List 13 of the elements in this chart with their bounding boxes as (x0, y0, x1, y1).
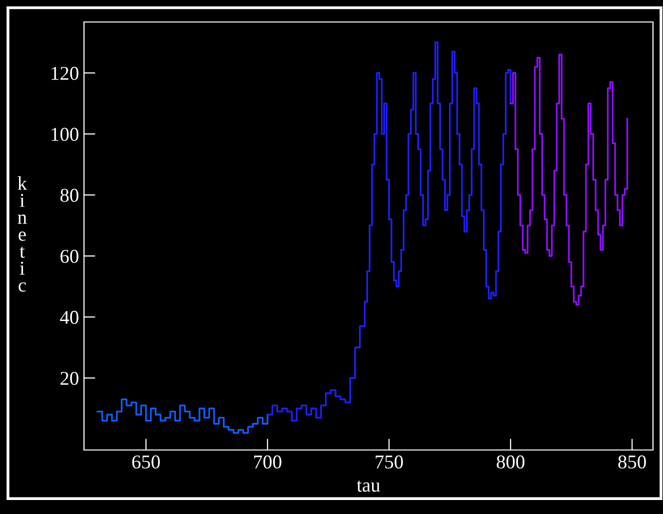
y-tick-label: 100 (52, 128, 78, 141)
y-tick-label: 80 (60, 188, 78, 202)
x-tick-label: 700 (254, 455, 282, 469)
x-axis-title: tau (356, 480, 380, 492)
y-tick-label: 40 (60, 310, 78, 324)
x-tick-label: 800 (496, 455, 524, 469)
x-tick-label: 850 (618, 455, 646, 469)
x-tick-label: 650 (132, 455, 160, 469)
x-tick-label: 750 (376, 455, 403, 469)
y-tick-label: 60 (60, 250, 78, 263)
y-tick-label: 120 (52, 66, 78, 80)
y-axis-title: kinetic (18, 176, 28, 292)
y-tick-label: 20 (60, 372, 78, 385)
